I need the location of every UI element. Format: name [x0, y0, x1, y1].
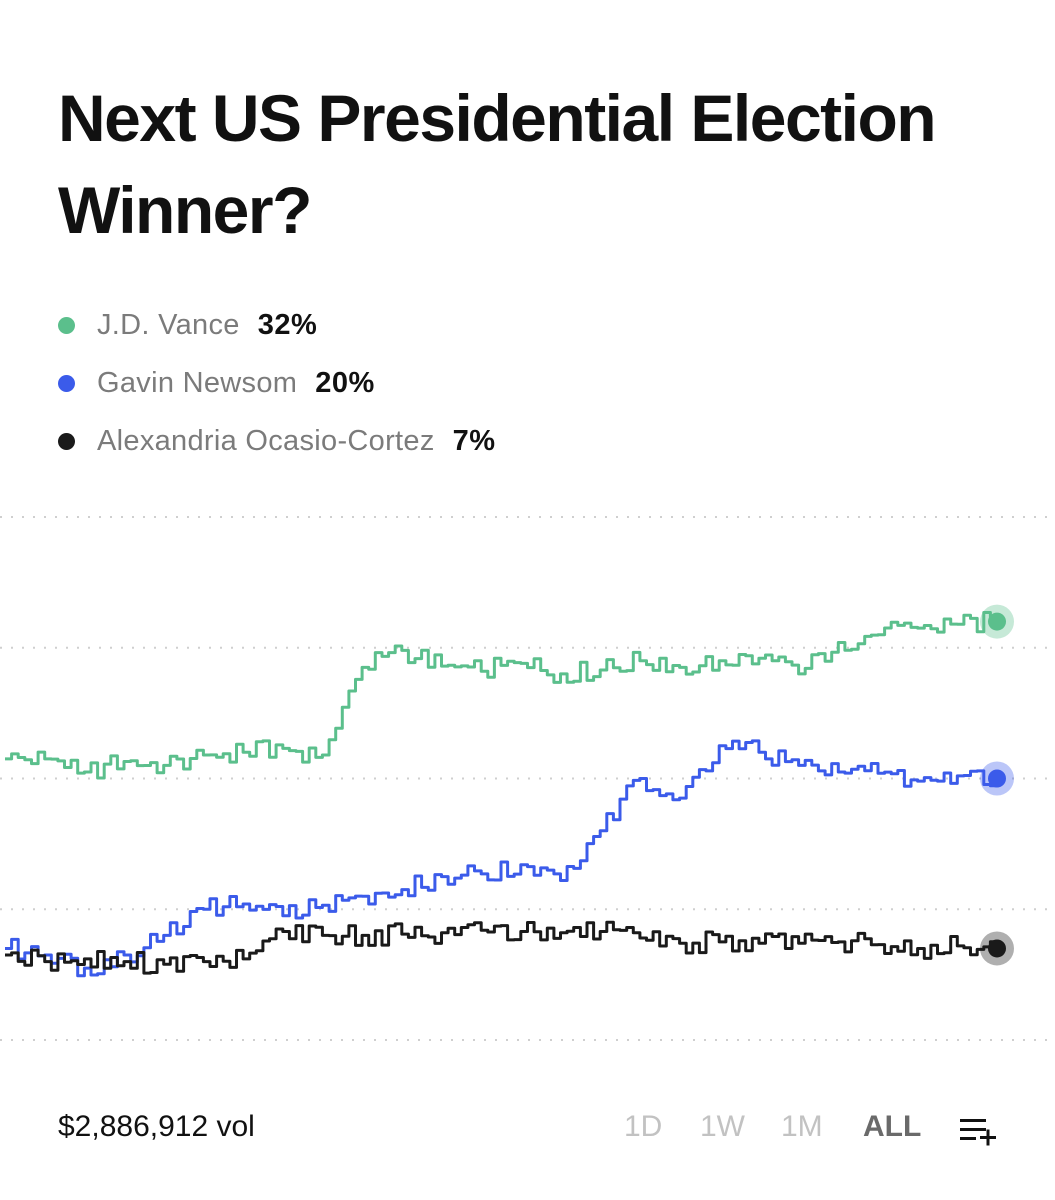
range-all-button[interactable]: ALL: [863, 1110, 922, 1143]
legend-item-ocasio-cortez: Alexandria Ocasio-Cortez 7%: [58, 412, 496, 470]
range-1m-button[interactable]: 1M: [781, 1110, 823, 1143]
legend-name: J.D. Vance: [97, 308, 240, 341]
end-marker-dot: [988, 612, 1006, 631]
chart-end-markers: [980, 604, 1014, 966]
legend-dot-vance: [58, 316, 75, 334]
legend-value: 7%: [452, 424, 496, 457]
legend-name: Alexandria Ocasio-Cortez: [97, 424, 435, 457]
range-1w-button[interactable]: 1W: [700, 1110, 745, 1143]
legend-name: Gavin Newsom: [97, 366, 298, 399]
series-line-alexandria-ocasio-cortez: [5, 920, 999, 975]
end-marker-dot: [988, 769, 1006, 788]
legend-dot-ocasio-cortez: [58, 432, 75, 450]
series-line-j-d-vance: [5, 611, 999, 780]
legend-value: 20%: [315, 366, 375, 399]
legend-value: 32%: [257, 308, 318, 341]
price-history-chart[interactable]: [0, 490, 1055, 1070]
page-title: Next US Presidential Election Winner?: [58, 81, 937, 247]
legend-item-newsom: Gavin Newsom 20%: [58, 354, 496, 412]
end-marker-dot: [988, 939, 1006, 958]
chart-series: [5, 611, 999, 978]
series-line-gavin-newsom: [5, 739, 999, 978]
legend-item-vance: J.D. Vance 32%: [58, 296, 496, 354]
list-add-icon[interactable]: [958, 1116, 1000, 1146]
volume-label: $2,886,912 vol: [58, 1110, 255, 1143]
chart-legend: J.D. Vance 32% Gavin Newsom 20% Alexandr…: [58, 296, 496, 470]
chart-footer: $2,886,912 vol 1D 1W 1M ALL: [0, 1100, 1055, 1160]
range-1d-button[interactable]: 1D: [624, 1110, 663, 1143]
legend-dot-newsom: [58, 374, 75, 392]
